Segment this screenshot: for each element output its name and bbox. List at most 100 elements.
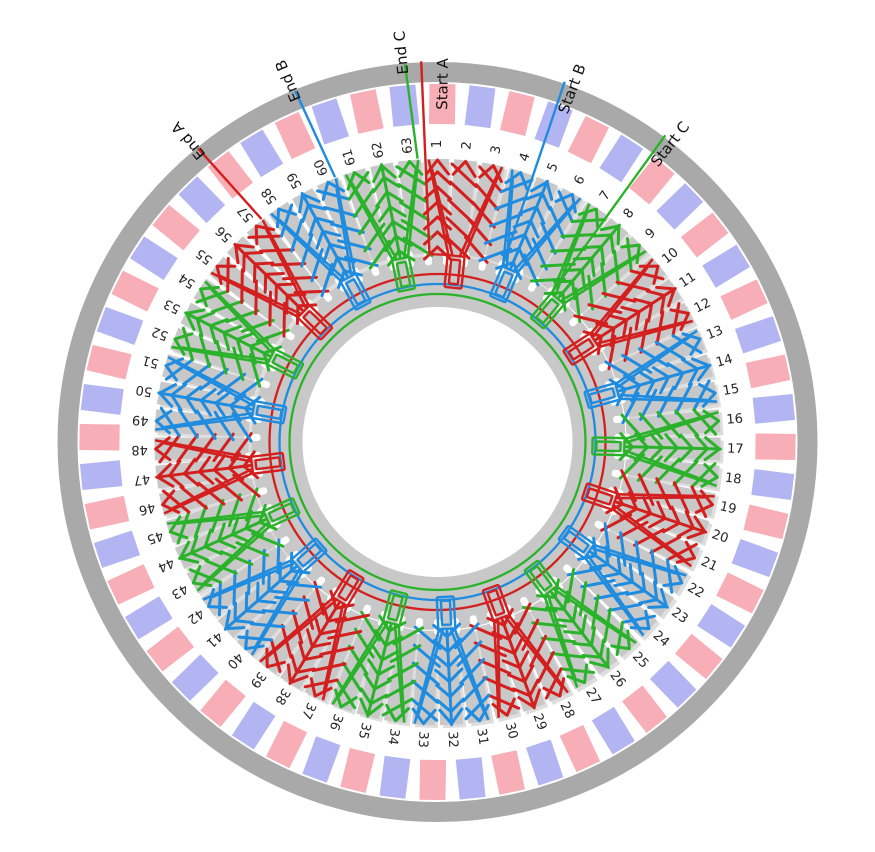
lead-line-start-a xyxy=(420,61,449,256)
slot-hatch xyxy=(621,353,653,374)
slot-hatch xyxy=(237,635,274,642)
slot-conductors xyxy=(513,602,566,700)
coil-spine xyxy=(557,223,621,299)
slot-hatch xyxy=(411,679,440,704)
fir-branch-right xyxy=(506,673,527,684)
fir-branch-left xyxy=(620,305,641,314)
coil-loop-inner xyxy=(271,353,299,375)
slot-hatch xyxy=(570,218,607,224)
slot-shape xyxy=(447,159,478,255)
magnet xyxy=(124,596,173,640)
slot-conductors xyxy=(530,207,607,283)
slot-hatch xyxy=(654,340,686,361)
fir-branch-left xyxy=(523,664,535,684)
fir-branch-right xyxy=(517,246,528,267)
coil-loop-outer xyxy=(523,559,558,597)
magnet xyxy=(649,660,697,708)
lead-line-start-c xyxy=(550,134,667,295)
coil-loop-outer xyxy=(382,589,409,627)
slot-hatch xyxy=(398,200,430,222)
coil-loop-inner xyxy=(255,404,283,420)
fir-branch-right xyxy=(659,294,666,315)
magnet xyxy=(752,393,796,424)
slot-hatch xyxy=(690,462,717,489)
slot-hatch xyxy=(240,318,275,333)
fir-branch-right xyxy=(296,303,318,308)
fir-branch-left xyxy=(604,545,610,567)
magnet-rect xyxy=(567,115,609,164)
fir-branch-left xyxy=(562,590,569,611)
slot xyxy=(411,630,438,726)
slot-hatch xyxy=(279,203,294,238)
slot-hatch xyxy=(337,239,372,251)
slot-hatch xyxy=(286,582,323,589)
fir-branch-left xyxy=(628,563,634,584)
slot-hatch xyxy=(352,188,375,218)
magnet-rect xyxy=(84,495,130,530)
slot-number-label: 35 xyxy=(355,721,374,741)
magnet xyxy=(200,679,246,727)
slot-conductors xyxy=(303,613,371,698)
fir-branch-left xyxy=(445,622,462,639)
slot-hatch xyxy=(188,568,223,584)
fir-branch-right xyxy=(540,191,552,211)
magnet xyxy=(720,279,768,320)
magnet-rect xyxy=(491,750,525,795)
fir-branch-left xyxy=(372,175,386,194)
slot-hatch xyxy=(613,249,620,286)
slot-hatch xyxy=(182,362,212,386)
slot-conductors xyxy=(453,622,491,723)
fir-branch-right xyxy=(391,219,410,233)
magnet xyxy=(207,151,253,199)
slot-hatch xyxy=(212,432,235,463)
coil-loop-inner xyxy=(439,599,453,627)
slot-number-label: 38 xyxy=(271,685,292,707)
magnet xyxy=(731,539,779,578)
slot-number-label: 46 xyxy=(137,499,156,517)
fir-branch-right xyxy=(244,510,254,530)
magnet xyxy=(129,236,178,280)
slot-conductors xyxy=(536,578,610,670)
fir-branch-left xyxy=(381,219,395,238)
coil-loop-outer xyxy=(249,451,286,475)
slot-hatch xyxy=(656,385,676,418)
slot-hatch xyxy=(494,195,529,211)
magnet xyxy=(743,504,789,540)
magnet-rect xyxy=(734,316,782,354)
coil-spine xyxy=(223,565,298,631)
slot-hatch xyxy=(247,234,284,239)
slot-hatch xyxy=(268,290,272,327)
fir-branch-right xyxy=(264,271,285,276)
fir-branch-right xyxy=(335,256,356,264)
slot-conductors xyxy=(469,623,521,717)
slot-hatch xyxy=(636,455,663,482)
fir-branch-left xyxy=(423,245,439,261)
fir-branch-left xyxy=(384,635,403,648)
fir-branch-left xyxy=(599,638,606,659)
fir-branch-right xyxy=(217,522,226,543)
fir-branch-right xyxy=(367,658,380,677)
slot-conductors xyxy=(582,285,677,356)
magnet-rect xyxy=(311,98,350,145)
fir-branch-right xyxy=(435,698,453,714)
magnet xyxy=(697,604,746,648)
slot-hatch xyxy=(300,233,314,268)
fir-branch-right xyxy=(529,219,540,239)
magnet-rect xyxy=(720,279,768,320)
fir-branch-left xyxy=(592,536,598,558)
coil-loop-outer xyxy=(339,273,372,311)
fir-branch-left xyxy=(507,622,519,641)
magnet xyxy=(599,134,644,183)
slot-number-label: 5 xyxy=(545,161,562,174)
lead-line-end-b xyxy=(294,90,337,178)
fir-branch-right xyxy=(535,205,546,225)
fir-branch-right xyxy=(199,388,217,402)
slot-hatch xyxy=(633,528,665,547)
coil-spine xyxy=(366,623,393,718)
fir-branch-left xyxy=(375,190,389,208)
slot-conductors xyxy=(178,503,278,564)
magnet xyxy=(79,460,123,491)
slot-number-label: 39 xyxy=(247,668,269,690)
fir-branch-right xyxy=(434,668,451,684)
magnet xyxy=(591,706,635,755)
